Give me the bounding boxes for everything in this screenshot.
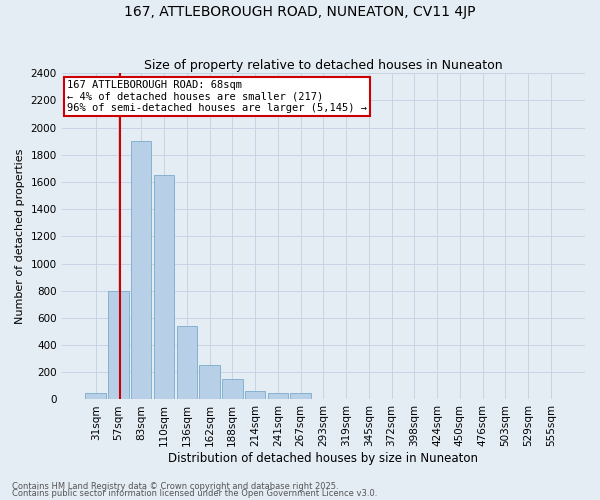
Bar [222,379,242,400]
Bar [108,290,129,400]
Title: Size of property relative to detached houses in Nuneaton: Size of property relative to detached ho… [144,59,503,72]
Text: Contains HM Land Registry data © Crown copyright and database right 2025.: Contains HM Land Registry data © Crown c… [12,482,338,491]
Bar [131,141,151,400]
X-axis label: Distribution of detached houses by size in Nuneaton: Distribution of detached houses by size … [169,452,478,465]
Bar [199,366,220,400]
Bar [245,392,265,400]
Text: 167, ATTLEBOROUGH ROAD, NUNEATON, CV11 4JP: 167, ATTLEBOROUGH ROAD, NUNEATON, CV11 4… [124,5,476,19]
Bar [268,392,288,400]
Bar [85,392,106,400]
Y-axis label: Number of detached properties: Number of detached properties [15,148,25,324]
Text: Contains public sector information licensed under the Open Government Licence v3: Contains public sector information licen… [12,490,377,498]
Bar [290,392,311,400]
Bar [154,175,174,400]
Text: 167 ATTLEBOROUGH ROAD: 68sqm
← 4% of detached houses are smaller (217)
96% of se: 167 ATTLEBOROUGH ROAD: 68sqm ← 4% of det… [67,80,367,113]
Bar [176,326,197,400]
